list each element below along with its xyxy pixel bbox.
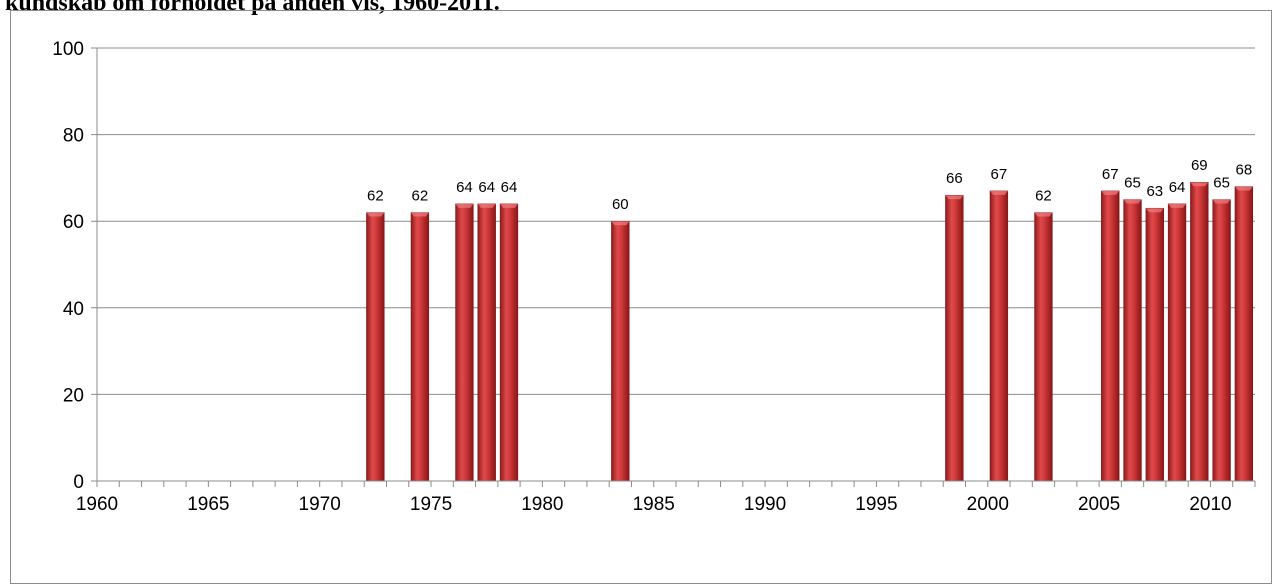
bar — [410, 212, 430, 482]
bar-bevel — [1123, 199, 1142, 204]
bar — [1123, 199, 1142, 482]
bar — [989, 190, 1009, 482]
x-tick-label: 1985 — [633, 494, 675, 515]
y-tick-label: 0 — [73, 472, 84, 493]
bar-bevel — [455, 203, 474, 208]
data-label: 69 — [1191, 157, 1208, 174]
bar — [945, 194, 964, 482]
data-label: 62 — [1035, 188, 1052, 205]
bar-bevel — [1234, 186, 1253, 191]
y-tick-label: 100 — [52, 39, 84, 60]
bar — [455, 203, 474, 482]
x-tick-label: 2010 — [1189, 494, 1231, 515]
y-tick-label: 40 — [63, 299, 84, 320]
bar-bevel — [366, 212, 385, 217]
data-label: 68 — [1236, 162, 1253, 179]
data-label: 66 — [946, 170, 963, 187]
bar-bevel — [1034, 212, 1053, 217]
bar — [1234, 186, 1254, 482]
bar — [1190, 181, 1209, 482]
data-label: 64 — [478, 179, 495, 196]
data-label: 67 — [1102, 166, 1119, 183]
bar-bevel — [1212, 199, 1231, 204]
x-tick-label: 1995 — [855, 494, 897, 515]
bar — [477, 203, 496, 482]
x-tick-label: 2005 — [1078, 494, 1120, 515]
x-tick-label: 1970 — [299, 494, 341, 515]
data-label: 67 — [991, 166, 1008, 183]
bar-bevel — [477, 203, 496, 208]
data-label: 64 — [1169, 179, 1186, 196]
x-tick-label: 1990 — [744, 494, 786, 515]
bar-bevel — [1190, 182, 1209, 187]
data-label: 64 — [456, 179, 473, 196]
y-tick-label: 20 — [63, 385, 84, 406]
x-tick-label: 1960 — [76, 494, 118, 515]
bar-bevel — [1168, 203, 1186, 208]
bar-bevel — [1145, 208, 1164, 213]
data-label: 62 — [367, 188, 384, 205]
y-tick-label: 60 — [63, 212, 84, 233]
data-label: 62 — [412, 188, 429, 205]
y-tick-label: 80 — [63, 126, 84, 147]
bar — [499, 203, 519, 482]
bar-bevel — [500, 203, 518, 208]
bar-bevel — [611, 221, 630, 226]
bar — [1212, 199, 1231, 482]
x-tick-label: 1980 — [521, 494, 563, 515]
bar — [366, 212, 385, 482]
data-label: 63 — [1146, 183, 1163, 200]
x-tick-label: 1965 — [187, 494, 229, 515]
bar-bevel — [945, 195, 964, 200]
bar — [1167, 203, 1187, 482]
bar — [1034, 212, 1053, 482]
data-label: 60 — [612, 196, 629, 213]
data-label: 65 — [1124, 175, 1141, 192]
x-tick-label: 1975 — [410, 494, 452, 515]
data-label: 64 — [501, 179, 518, 196]
bar-bevel — [989, 190, 1008, 195]
data-label: 65 — [1213, 175, 1230, 192]
chart-caption: kundskab om forholdet på anden vis, 1960… — [5, 0, 500, 16]
bar — [1145, 207, 1164, 482]
bar-bevel — [410, 212, 429, 217]
bar-bevel — [1101, 190, 1120, 195]
x-tick-label: 2000 — [967, 494, 1009, 515]
bar — [611, 220, 630, 482]
bar — [1101, 190, 1120, 482]
